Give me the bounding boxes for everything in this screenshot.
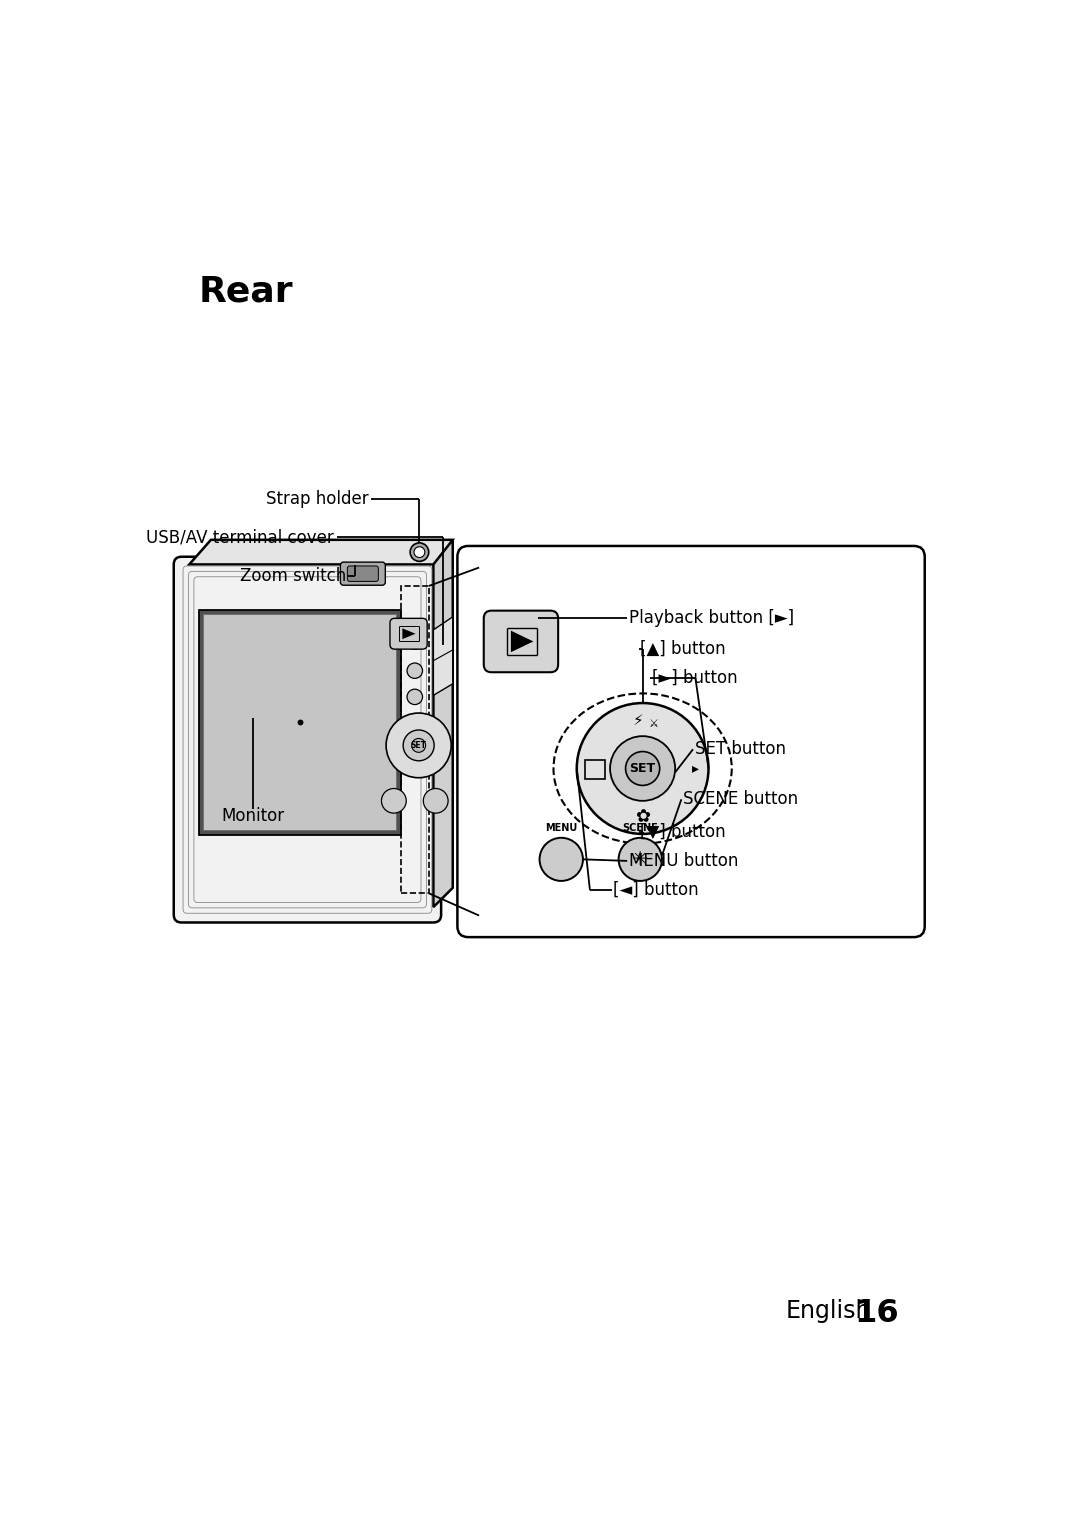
Text: SCENE: SCENE <box>622 823 658 834</box>
Text: SET: SET <box>410 741 427 750</box>
FancyBboxPatch shape <box>174 557 441 923</box>
Circle shape <box>423 788 448 814</box>
Circle shape <box>411 739 426 753</box>
Text: [▼] button: [▼] button <box>640 823 726 841</box>
Circle shape <box>407 634 422 649</box>
Text: ✿: ✿ <box>635 808 650 826</box>
Polygon shape <box>433 618 453 695</box>
Text: SCENE button: SCENE button <box>683 791 798 808</box>
FancyBboxPatch shape <box>458 546 924 937</box>
Text: Rear: Rear <box>199 274 293 309</box>
Polygon shape <box>403 628 416 639</box>
Text: MENU button: MENU button <box>630 852 739 870</box>
Text: ⚔: ⚔ <box>648 719 659 729</box>
Text: SET button: SET button <box>694 741 785 759</box>
Circle shape <box>381 788 406 814</box>
Bar <box>203 614 396 830</box>
FancyBboxPatch shape <box>390 619 428 649</box>
Circle shape <box>407 663 422 678</box>
FancyBboxPatch shape <box>484 610 558 672</box>
Text: [▲] button: [▲] button <box>640 640 726 659</box>
Polygon shape <box>511 631 534 653</box>
Polygon shape <box>433 540 453 907</box>
Circle shape <box>410 543 429 561</box>
Text: Zoom switch: Zoom switch <box>240 567 346 586</box>
Text: [◄] button: [◄] button <box>613 881 699 899</box>
Circle shape <box>414 546 424 558</box>
Text: English: English <box>786 1299 872 1323</box>
Circle shape <box>625 751 660 785</box>
Text: [►] button: [►] button <box>652 669 738 686</box>
Bar <box>199 610 401 835</box>
Circle shape <box>610 736 675 802</box>
Circle shape <box>387 713 451 777</box>
Text: Strap holder: Strap holder <box>267 490 369 508</box>
Text: MENU: MENU <box>545 823 578 834</box>
Circle shape <box>619 838 662 881</box>
Text: ✳: ✳ <box>632 850 648 868</box>
Circle shape <box>403 730 434 760</box>
Text: SET: SET <box>630 762 656 776</box>
Polygon shape <box>189 540 453 564</box>
Bar <box>401 586 429 893</box>
Bar <box>584 760 605 779</box>
Text: ⚡: ⚡ <box>633 713 644 729</box>
Text: Playback button [►]: Playback button [►] <box>630 610 795 627</box>
Text: USB/AV terminal cover: USB/AV terminal cover <box>147 528 334 546</box>
FancyBboxPatch shape <box>348 566 378 581</box>
Text: Monitor: Monitor <box>221 808 284 824</box>
Text: ▸: ▸ <box>692 762 699 776</box>
Circle shape <box>540 838 583 881</box>
FancyBboxPatch shape <box>340 563 386 586</box>
Circle shape <box>407 689 422 704</box>
Text: 16: 16 <box>854 1297 899 1329</box>
Circle shape <box>577 703 708 834</box>
